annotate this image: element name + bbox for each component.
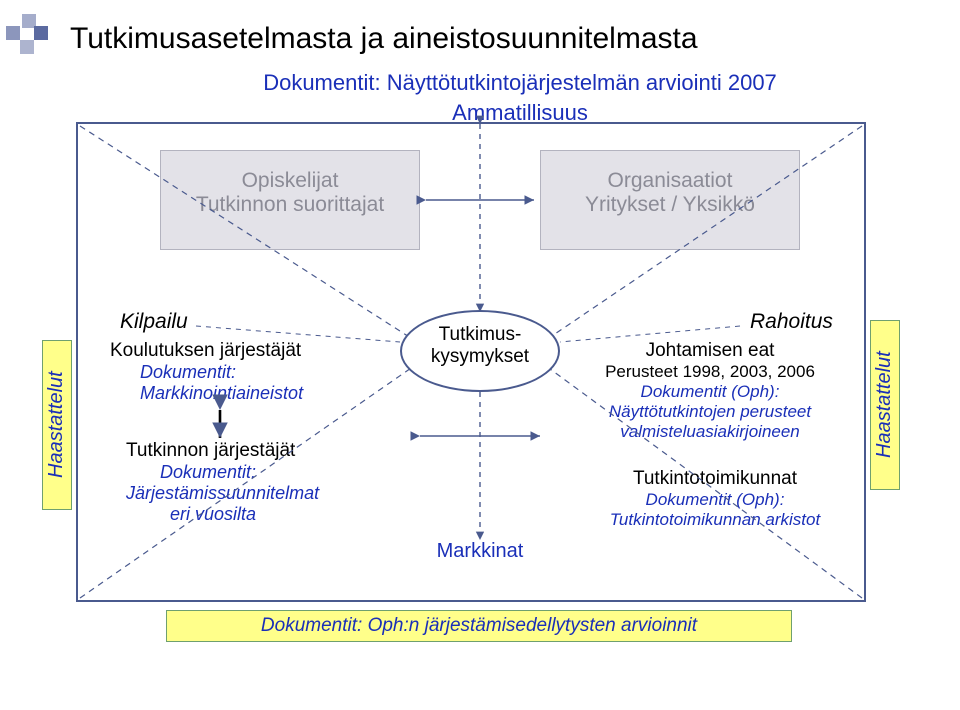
- lb1-heading: Koulutuksen järjestäjät: [110, 340, 380, 362]
- rb1-sub2: Näyttötutkintojen perusteet: [570, 402, 850, 422]
- ellipse-tutkimuskysymykset: Tutkimus- kysymykset: [400, 310, 560, 392]
- lb2-heading: Tutkinnon järjestäjät: [110, 440, 390, 462]
- rb1-line2: Perusteet 1998, 2003, 2006: [570, 362, 850, 382]
- lb1-sub1: Dokumentit:: [110, 362, 380, 383]
- ellipse-line1: Tutkimus-: [402, 324, 558, 346]
- side-label-right: Haastattelut: [870, 320, 900, 490]
- block-tutkinnon-jarjestajat: Tutkinnon järjestäjät Dokumentit: Järjes…: [110, 440, 390, 525]
- rb1-sub1: Dokumentit (Oph):: [570, 382, 850, 402]
- block-tutkintotoimikunnat: Tutkintotoimikunnat Dokumentit (Oph): Tu…: [570, 468, 860, 530]
- rb1-heading: Johtamisen eat: [570, 340, 850, 362]
- box-opiskelijat-l2: Tutkinnon suorittajat: [161, 193, 419, 217]
- page-title: Tutkimusasetelmasta ja aineistosuunnitel…: [70, 22, 698, 56]
- block-koulutuksen-jarjestajat: Koulutuksen järjestäjät Dokumentit: Mark…: [110, 340, 380, 404]
- box-organisaatiot: Organisaatiot Yritykset / Yksikkö: [540, 150, 800, 250]
- block-johtamisen-eat: Johtamisen eat Perusteet 1998, 2003, 200…: [570, 340, 850, 442]
- ellipse-line2: kysymykset: [402, 346, 558, 368]
- rb2-sub2: Tutkintotoimikunnan arkistot: [570, 510, 860, 530]
- rb2-heading: Tutkintotoimikunnat: [570, 468, 860, 490]
- doc-subtitle: Dokumentit: Näyttötutkintojärjestelmän a…: [180, 70, 860, 96]
- bottom-yellow-bar: Dokumentit: Oph:n järjestämisedellytyste…: [166, 610, 792, 642]
- box-opiskelijat-l1: Opiskelijat: [161, 169, 419, 193]
- lb1-sub2: Markkinointiaineistot: [110, 383, 380, 404]
- box-organisaatiot-l1: Organisaatiot: [541, 169, 799, 193]
- label-rahoitus: Rahoitus: [750, 310, 833, 334]
- lb2-sub3: eri vuosilta: [110, 504, 390, 525]
- rb2-sub1: Dokumentit (Oph):: [570, 490, 860, 510]
- rb1-sub3: valmisteluasiakirjoineen: [570, 422, 850, 442]
- box-opiskelijat: Opiskelijat Tutkinnon suorittajat: [160, 150, 420, 250]
- label-markkinat: Markkinat: [420, 540, 540, 563]
- lb2-sub1: Dokumentit:: [110, 462, 390, 483]
- lb2-sub2: Järjestämissuunnitelmat: [110, 483, 390, 504]
- corner-decoration: [0, 14, 60, 54]
- label-kilpailu: Kilpailu: [120, 310, 188, 334]
- box-organisaatiot-l2: Yritykset / Yksikkö: [541, 193, 799, 217]
- side-label-left: Haastattelut: [42, 340, 72, 510]
